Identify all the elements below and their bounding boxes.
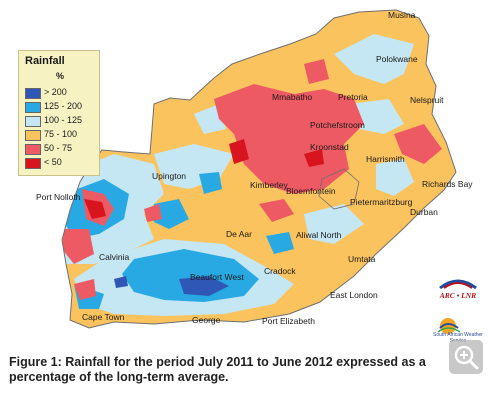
legend-swatch: [25, 116, 41, 127]
legend-label: 100 - 125: [44, 115, 83, 125]
legend-entry: 125 - 200: [25, 101, 99, 113]
region-50-75: [62, 59, 442, 300]
arc-logo-text: ARC • LNR: [439, 291, 477, 300]
city-label: Aliwal North: [296, 230, 342, 240]
region-under-50: [84, 139, 324, 219]
rainfall-map: Musina Polokwane Mmabatho Pretoria Nelspruit…: [4, 4, 484, 352]
legend: Rainfall % > 200 125 - 200 100 - 125 75 - 1…: [18, 50, 100, 176]
city-label: George: [192, 315, 221, 325]
legend-swatch: [25, 130, 41, 141]
city-label: East London: [330, 290, 378, 300]
arc-logo-icon: [439, 279, 477, 290]
city-label: Cape Town: [82, 312, 125, 322]
lesotho-outline: [318, 168, 360, 210]
city-label: Umtata: [348, 254, 376, 264]
city-label: Beaufort West: [190, 272, 244, 282]
legend-entry: > 200: [25, 87, 99, 99]
city-label: Kimberley: [250, 180, 289, 190]
map-canvas: Musina Polokwane Mmabatho Pretoria Nelspruit…: [36, 9, 473, 329]
legend-swatch: [25, 158, 41, 169]
city-label: Calvinia: [99, 252, 130, 262]
city-label: Mmabatho: [272, 92, 312, 102]
legend-entry: 50 - 75: [25, 143, 99, 155]
legend-swatch: [25, 88, 41, 99]
zoom-plus-icon[interactable]: [449, 340, 483, 374]
legend-label: > 200: [44, 87, 67, 97]
region-over-200: [114, 276, 229, 296]
legend-label: < 50: [44, 157, 62, 167]
saws-logo-icon: [437, 318, 461, 334]
city-label: Upington: [152, 171, 186, 181]
legend-label: 125 - 200: [44, 101, 83, 111]
legend-label: 75 - 100: [44, 129, 78, 139]
legend-title: Rainfall: [25, 55, 65, 67]
city-label: Potchefstroom: [310, 120, 365, 130]
legend-swatch: [25, 102, 41, 113]
city-label: Richards Bay: [422, 179, 473, 189]
legend-entry: 100 - 125: [25, 115, 99, 127]
legend-entry: < 50: [25, 157, 99, 169]
legend-label: 50 - 75: [44, 143, 73, 153]
sa-map: [62, 10, 456, 328]
city-label: Harrismith: [366, 154, 405, 164]
city-label: Port Nolloth: [36, 192, 81, 202]
city-label: Musina: [388, 10, 416, 20]
city-label: Nelspruit: [410, 95, 444, 105]
legend-swatch: [25, 144, 41, 155]
legend-unit: %: [56, 71, 65, 81]
city-label: Durban: [410, 207, 438, 217]
city-label: Polokwane: [376, 54, 418, 64]
figure-caption: Figure 1: Rainfall for the period July 2…: [9, 355, 426, 384]
city-label: Pretoria: [338, 92, 368, 102]
city-label: De Aar: [226, 229, 252, 239]
city-label: Pietermaritzburg: [350, 197, 413, 207]
city-label: Cradock: [264, 266, 296, 276]
city-label: Kroonstad: [310, 142, 349, 152]
city-label: Bloemfontein: [286, 186, 336, 196]
city-label: Port Elizabeth: [262, 316, 315, 326]
legend-entry: 75 - 100: [25, 129, 99, 141]
country-outline: [61, 9, 457, 329]
city-labels: Musina Polokwane Mmabatho Pretoria Nelspruit…: [36, 10, 473, 326]
